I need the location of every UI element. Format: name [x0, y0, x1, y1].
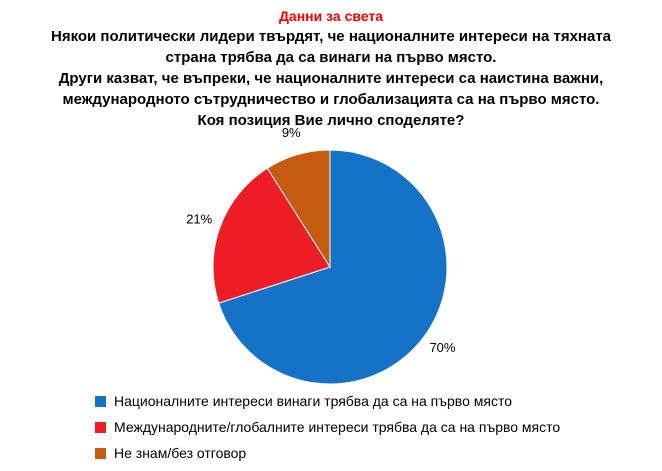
pie-percent-label-2: 9%: [282, 125, 301, 140]
legend-swatch-orange: [95, 447, 106, 459]
pie-chart-area: 70% 21% 9%: [120, 117, 540, 417]
legend-swatch-red: [95, 421, 106, 433]
subtitle-line-3: Други казват, че въпреки, че националнит…: [58, 70, 604, 87]
chart-header: Данни за света Някои политически лидери …: [0, 6, 662, 131]
legend-item-no-answer: Не знам/без отговор: [95, 444, 560, 462]
subtitle-line-5: Коя позиция Вие лично споделяте?: [197, 112, 465, 129]
pie-slice-2: [266, 149, 331, 269]
pie-slice-0: [218, 149, 448, 385]
pie-slice-1: [212, 167, 331, 304]
pie-svg: 70% 21% 9%: [186, 125, 456, 385]
subtitle-line-2: страна трябва да са винаги на първо мяст…: [165, 49, 497, 66]
legend-item-global-interests: Международните/глобалните интереси трябв…: [95, 418, 560, 436]
pie-percent-label-1: 21%: [186, 211, 212, 226]
subtitle-line-4: международното сътрудничество и глобализ…: [62, 91, 600, 108]
subtitle-line-1: Някои политически лидери твърдят, че нац…: [50, 28, 612, 45]
legend-swatch-blue: [95, 395, 106, 407]
legend-label: Не знам/без отговор: [114, 445, 247, 461]
legend-item-national-interests: Националните интереси винаги трябва да с…: [95, 392, 560, 410]
legend-label: Международните/глобалните интереси трябв…: [114, 419, 561, 435]
pie-percent-label-0: 70%: [429, 340, 455, 355]
legend-label: Националните интереси винаги трябва да с…: [114, 393, 513, 409]
page-title: Данни за света: [278, 8, 384, 24]
legend: Националните интереси винаги трябва да с…: [95, 392, 560, 470]
